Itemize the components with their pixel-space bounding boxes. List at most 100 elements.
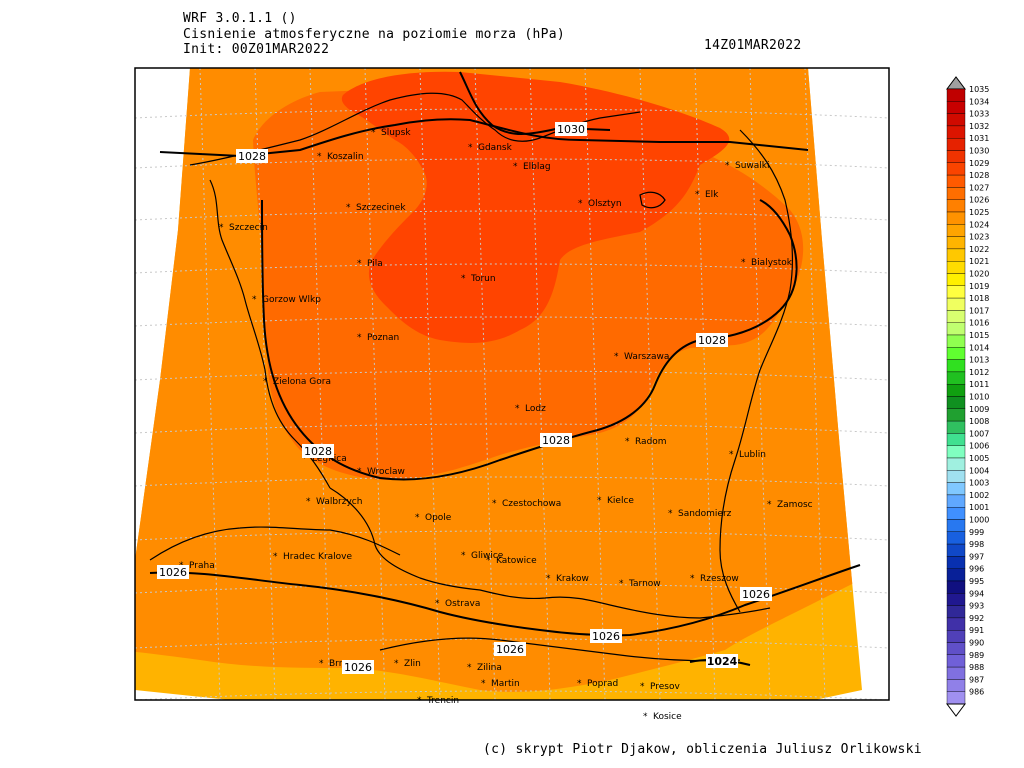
city-label: Kielce: [607, 496, 634, 506]
colorbar-swatch-1022: [946, 248, 966, 262]
colorbar-swatch-1035: [946, 88, 966, 102]
colorbar-label-1016: 1016: [969, 319, 989, 328]
meridian-line: [254, 68, 276, 700]
contour-label-text: 1028: [238, 150, 266, 163]
colorbar-swatch-1010: [946, 396, 966, 410]
meridian-line: [364, 68, 386, 700]
city-label: Ostrava: [445, 599, 480, 609]
polish-border-west: [209, 179, 331, 489]
contour-label-bg: [342, 660, 374, 674]
city-koszalin: * Koszalin: [317, 152, 364, 162]
city-label: Szczecinek: [356, 203, 406, 213]
colorbar-swatch-1011: [946, 384, 966, 397]
colorbar-swatch-1005: [946, 457, 966, 471]
city-marker: *: [468, 143, 473, 153]
contour-label-1028: 1028: [540, 433, 572, 447]
city-marker: *: [346, 203, 351, 213]
city-opole: * Opole: [415, 513, 452, 523]
colorbar-label-1023: 1023: [969, 233, 989, 242]
contour-label-bg: [696, 333, 728, 347]
colorbar-label-1030: 1030: [969, 147, 989, 156]
colorbar-label-1007: 1007: [969, 429, 989, 438]
isobar-1026: [149, 564, 861, 637]
city-marker: *: [357, 467, 362, 477]
contour-label-text: 1028: [698, 334, 726, 347]
city-marker: *: [619, 579, 624, 589]
colorbar-label-1033: 1033: [969, 110, 989, 119]
colorbar-label-1010: 1010: [969, 393, 989, 402]
city-markers: * Slupsk* Koszalin* Gdansk* Elblag * Suwalki* S…: [179, 128, 813, 722]
polish-border-south: [329, 487, 771, 619]
colorbar-swatch-1015: [946, 334, 966, 348]
contour-label-1026: 1026: [494, 642, 526, 656]
contour-label-1026: 1026: [740, 587, 772, 601]
parallel-line: [135, 210, 889, 221]
colorbar-swatch-1014: [946, 347, 966, 360]
map-frame: [134, 67, 890, 701]
city-wroclaw: * Wroclaw: [357, 467, 405, 477]
city-label: Legnica: [312, 454, 347, 464]
colorbar-swatch-995: [946, 580, 966, 594]
contour-label-text: 1026: [742, 588, 770, 601]
contour-labels: 1030 1028 1028 1028 1028 1026 1026 1026 1026 1026…: [157, 122, 772, 674]
city-walbrzych: * Walbrzych: [306, 497, 362, 507]
city-elblag: * Elblag: [513, 162, 551, 172]
city-label: Katowice: [496, 556, 537, 566]
colorbar-label-1025: 1025: [969, 208, 989, 217]
city-label: Elk: [705, 190, 719, 200]
colorbar-swatch-1033: [946, 113, 966, 127]
contour-label-text: 1026: [159, 566, 187, 579]
boundaries: [149, 92, 794, 662]
colorbar-swatch-990: [946, 642, 966, 656]
contour-label-text: 1030: [557, 123, 585, 136]
city-marker: *: [695, 190, 700, 200]
meridian-line: [309, 68, 331, 700]
city-label: Gliwice: [471, 551, 504, 561]
city-rzeszow: * Rzeszow: [690, 574, 739, 584]
city-marker: *: [741, 258, 746, 268]
lat-lon-grid: [135, 68, 889, 700]
colorbar-arrow-bottom: [946, 703, 966, 717]
city-sandomierz: * Sandomierz: [668, 509, 732, 519]
city-label: Tarnow: [628, 579, 661, 589]
colorbar-swatch-1016: [946, 322, 966, 336]
city-katowice: * Katowice: [486, 556, 537, 566]
city-label: Torun: [470, 274, 496, 284]
city-label: Elblag: [523, 162, 551, 172]
colorbar-swatch-1029: [946, 162, 966, 176]
parallel-line: [135, 158, 889, 169]
colorbar-label-1009: 1009: [969, 405, 989, 414]
colorbar-label-995: 995: [969, 577, 984, 586]
city-label: Czestochowa: [502, 499, 561, 509]
city-marker: *: [640, 682, 645, 692]
colorbar-label-1027: 1027: [969, 183, 989, 192]
colorbar-swatch-987: [946, 679, 966, 692]
city-marker: *: [415, 513, 420, 523]
colorbar-swatch-1018: [946, 297, 966, 311]
colorbar-arrow-top: [946, 76, 966, 90]
meridian-line: [584, 68, 606, 700]
parallel-line: [135, 316, 889, 327]
colorbar-label-1026: 1026: [969, 196, 989, 205]
colorbar-label-1012: 1012: [969, 368, 989, 377]
czech-border: [149, 526, 401, 561]
city-zilina: * Zilina: [467, 663, 502, 673]
city-poznan: * Poznan: [357, 333, 399, 343]
colorbar-label-1000: 1000: [969, 516, 989, 525]
variable-title: Cisnienie atmosferyczne na poziomie morz…: [183, 27, 565, 42]
colorbar-swatch-1004: [946, 470, 966, 483]
colorbar-swatch-993: [946, 605, 966, 619]
colorbar-label-992: 992: [969, 614, 984, 623]
city-label: Martin: [491, 679, 520, 689]
city-szczecinek: * Szczecinek: [346, 203, 406, 213]
colorbar-swatch-1020: [946, 273, 966, 287]
city-label: Praha: [189, 561, 215, 571]
city-label: Opole: [425, 513, 452, 523]
parallel-line: [135, 690, 889, 700]
contour-label-1026: 1026: [590, 629, 622, 643]
city-krakow: * Krakow: [546, 574, 589, 584]
colorbar-label-990: 990: [969, 639, 984, 648]
contour-label-1028: 1028: [236, 149, 268, 163]
city-radom: * Radom: [625, 437, 667, 447]
city-marker: *: [513, 162, 518, 172]
